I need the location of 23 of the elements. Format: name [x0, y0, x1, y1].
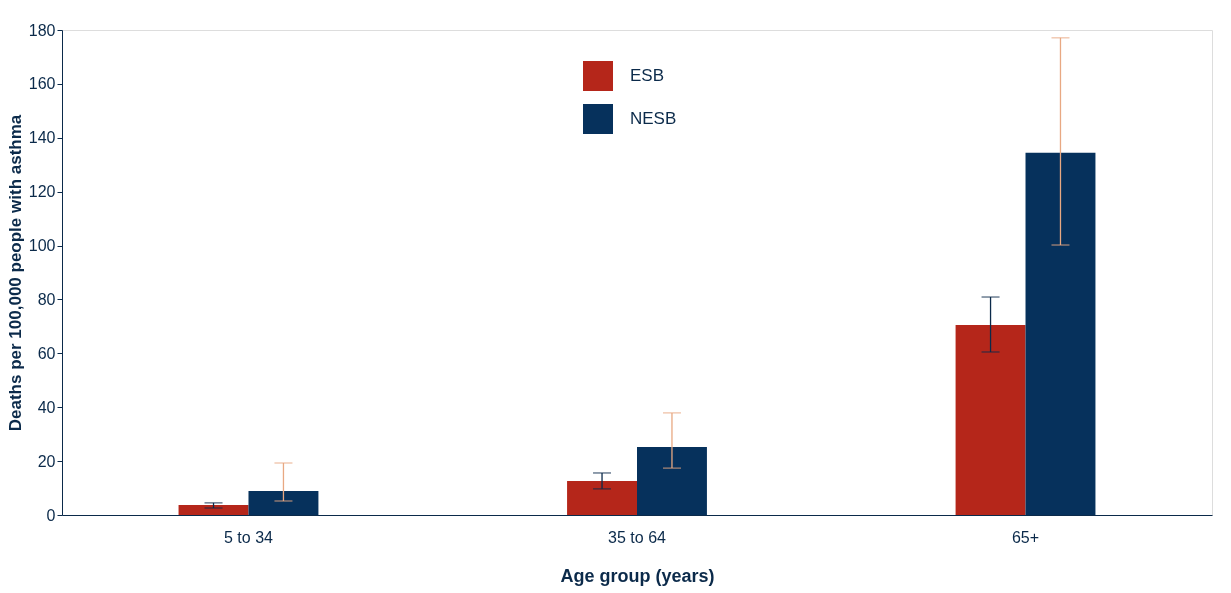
bar [1025, 152, 1096, 515]
y-tick-label: 60 [37, 344, 56, 362]
y-tick-label: 140 [28, 129, 56, 147]
bar [248, 491, 319, 515]
y-tick-label: 100 [28, 237, 56, 255]
y-axis-title: Deaths per 100,000 people with asthma [5, 114, 25, 432]
legend-label: ESB [630, 66, 665, 85]
y-tick-label: 180 [28, 21, 56, 39]
bar [637, 447, 707, 515]
y-tick-label: 160 [28, 75, 56, 93]
y-tick-label: 80 [37, 290, 56, 308]
y-tick-label: 120 [28, 183, 56, 201]
x-tick-label: 5 to 34 [224, 528, 274, 546]
bar [955, 325, 1026, 515]
y-tick-label: 0 [46, 506, 56, 524]
bar [567, 481, 637, 515]
y-tick-label: 20 [37, 452, 56, 470]
legend-label: NESB [630, 109, 677, 128]
x-tick-label: 35 to 64 [608, 528, 667, 546]
x-axis-title: Age group (years) [560, 565, 715, 586]
y-tick-label: 40 [37, 398, 56, 416]
x-tick-label: 65+ [1011, 528, 1040, 546]
bar [178, 505, 249, 515]
